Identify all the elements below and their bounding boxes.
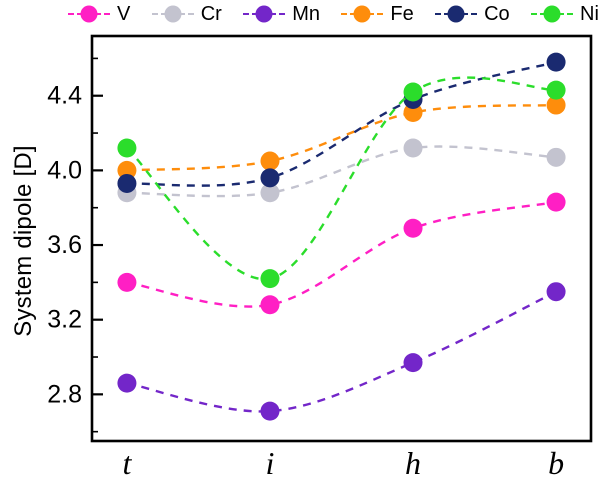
legend-item-ni: Ni (531, 4, 599, 24)
legend-label: Ni (580, 3, 599, 25)
data-point-v-t (117, 272, 137, 292)
legend-marker-icon (151, 5, 194, 23)
data-point-co-b (546, 52, 566, 72)
data-point-ni-h (403, 82, 423, 102)
y-tick-label: 3.6 (47, 231, 82, 259)
legend-label: Mn (292, 3, 320, 25)
legend-marker-icon (531, 5, 574, 23)
y-tick-label: 4.0 (47, 156, 82, 184)
y-tick-label: 3.2 (47, 306, 82, 334)
legend: V Cr Mn Fe Co Ni (68, 1, 599, 27)
legend-marker-icon (435, 5, 478, 23)
legend-marker-icon (341, 5, 384, 23)
data-point-fe-h (403, 103, 423, 123)
x-tick-label: t (122, 445, 132, 479)
legend-item-cr: Cr (151, 3, 222, 25)
legend-item-mn: Mn (243, 4, 320, 24)
legend-item-co: Co (435, 4, 510, 24)
legend-dot-icon (80, 5, 98, 23)
series-line-cr (126, 145, 557, 198)
data-point-mn-i (260, 401, 280, 421)
legend-label: Cr (200, 3, 222, 25)
legend-item-fe: Fe (341, 3, 414, 25)
legend-item-v: V (68, 4, 130, 24)
x-tick-label: b (548, 445, 564, 479)
series-line-fe (126, 103, 557, 172)
data-point-cr-i (260, 183, 280, 203)
series-line-co (126, 60, 557, 187)
series-line-ni (126, 76, 557, 281)
data-point-v-b (546, 192, 566, 212)
legend-dot-icon (353, 5, 371, 23)
x-tick-label: h (405, 445, 421, 479)
y-tick-label: 2.8 (47, 380, 82, 408)
plot-frame (90, 34, 593, 443)
legend-marker-icon (68, 5, 110, 23)
data-point-co-i (260, 168, 280, 188)
data-point-fe-t (117, 160, 137, 180)
data-point-ni-t (117, 138, 137, 158)
data-point-v-h (403, 218, 423, 238)
series-line-mn (126, 290, 557, 413)
data-point-mn-h (403, 353, 423, 373)
legend-label: V (117, 3, 131, 25)
legend-marker-icon (243, 5, 286, 23)
legend-label: Co (484, 3, 510, 25)
data-point-fe-i (260, 151, 280, 171)
series-line-v (126, 200, 557, 308)
data-point-fe-b (546, 95, 566, 115)
x-tick-label: i (266, 445, 275, 479)
data-point-cr-h (403, 138, 423, 158)
legend-dot-icon (255, 5, 273, 23)
data-point-mn-b (546, 282, 566, 302)
data-point-ni-b (546, 80, 566, 100)
data-point-cr-b (546, 147, 566, 167)
data-point-ni-i (260, 269, 280, 289)
data-point-v-i (260, 295, 280, 315)
legend-dot-icon (543, 5, 561, 23)
legend-dot-icon (164, 5, 182, 23)
y-tick-label: 4.4 (47, 82, 82, 110)
data-point-mn-t (117, 373, 137, 393)
legend-label: Fe (390, 3, 414, 25)
data-point-co-t (117, 173, 137, 193)
legend-dot-icon (447, 5, 465, 23)
